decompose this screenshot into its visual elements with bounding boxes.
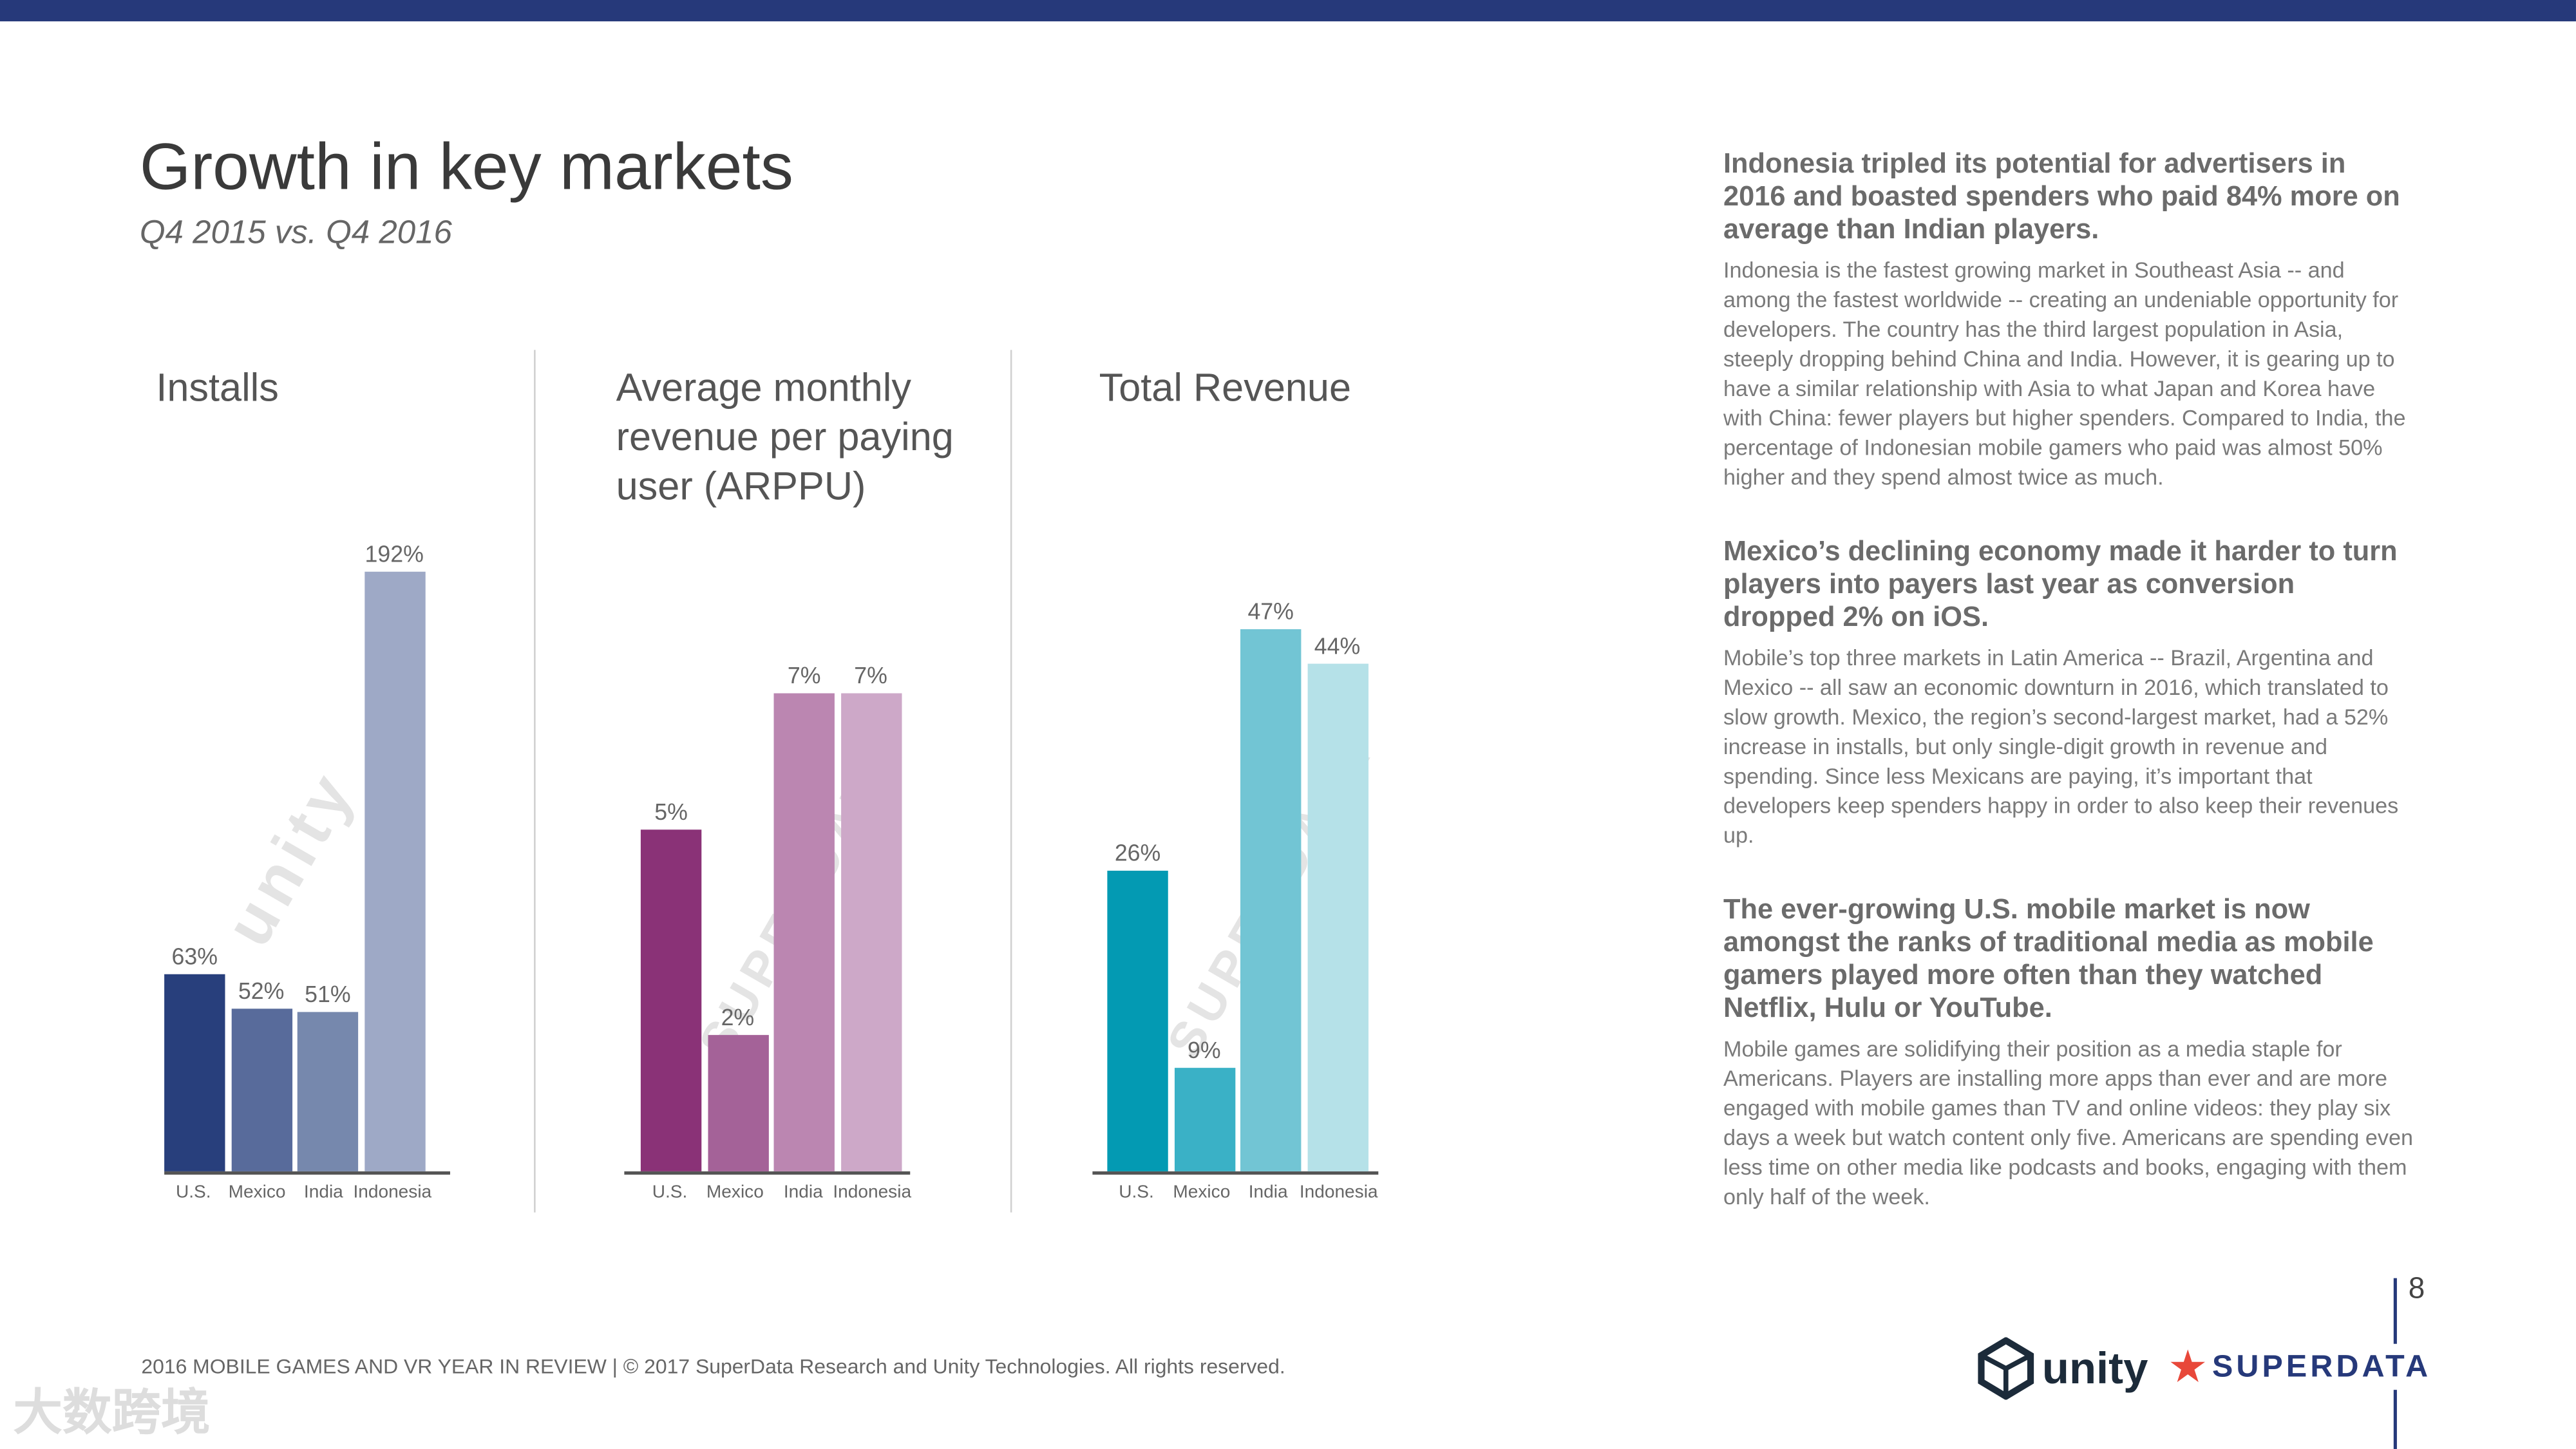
bar-us [1107, 871, 1168, 1171]
data-label: 47% [1247, 598, 1294, 625]
unity-logo: unity [1976, 1337, 2148, 1400]
category-label: Mexico [228, 1182, 286, 1203]
page-line [2393, 1278, 2397, 1344]
data-label: 2% [721, 1003, 755, 1030]
section-heading: Mexico’s declining economy made it harde… [1723, 535, 2398, 633]
page-line [2393, 1390, 2397, 1449]
category-label: Indonesia [833, 1182, 912, 1203]
superdata-logo-text: SUPERDATA [2211, 1349, 2432, 1385]
page-title: Growth in key markets [139, 131, 793, 204]
divider [1010, 350, 1012, 1213]
star-icon: ★ [2170, 1345, 2209, 1390]
category-label: U.S. [652, 1182, 688, 1203]
corner-watermark: 大数跨境 [13, 1387, 211, 1441]
bar-indonesia [840, 693, 902, 1171]
x-axis-line [624, 1171, 911, 1175]
data-label: 5% [654, 799, 688, 825]
chart-title: Installs [156, 366, 279, 411]
commentary: Indonesia tripled its potential for adve… [1723, 148, 2413, 1255]
bar-us [164, 974, 225, 1171]
data-label: 63% [171, 943, 218, 970]
data-label: 26% [1114, 840, 1161, 867]
category-label: Indonesia [353, 1182, 432, 1203]
bar-india [1240, 629, 1302, 1171]
chart-title: Total Revenue [1099, 366, 1352, 411]
bar-india [773, 693, 835, 1171]
divider [534, 350, 536, 1213]
data-label: 7% [787, 662, 821, 688]
category-label: India [1248, 1182, 1288, 1203]
section-body: Mobile’s top three markets in Latin Amer… [1723, 645, 2399, 848]
data-label: 51% [305, 981, 351, 1007]
bar-mexico [1173, 1067, 1235, 1171]
total-revenue-chart: Total Revenue 26% U.S. 9% Mexico 47% India 44%… [1092, 365, 1526, 1219]
unity-cube-icon [1978, 1337, 2034, 1400]
footer-text: 2016 MOBILE GAMES AND VR YEAR IN REVIEW … [141, 1355, 1285, 1379]
bar-indonesia [1307, 663, 1368, 1171]
section-heading: Indonesia tripled its potential for adve… [1723, 147, 2400, 245]
data-label: 7% [854, 662, 887, 688]
bar-indonesia [364, 571, 425, 1171]
x-axis-line [164, 1171, 450, 1175]
bar-india [297, 1012, 359, 1171]
superdata-logo: ★ SUPERDATA [2170, 1344, 2431, 1392]
arppu-chart: Average monthly revenue per paying user … [616, 365, 1043, 1219]
page-number: 8 [2408, 1271, 2425, 1305]
bar-mexico [707, 1034, 768, 1171]
x-axis-line [1092, 1171, 1379, 1175]
bar-mexico [231, 1009, 292, 1171]
installs-chart: Installs 63% U.S. 52% Mexico 51% India 192% Ind… [156, 365, 583, 1219]
data-label: 52% [238, 978, 285, 1005]
bar-us [640, 829, 702, 1171]
chart-title: Average monthly revenue per paying user … [616, 366, 954, 509]
data-label: 9% [1188, 1036, 1221, 1063]
category-label: U.S. [1119, 1182, 1154, 1203]
page-subtitle: Q4 2015 vs. Q4 2016 [139, 215, 452, 252]
data-label: 192% [365, 540, 424, 567]
category-label: Indonesia [1299, 1182, 1378, 1203]
category-label: Mexico [706, 1182, 764, 1203]
category-label: U.S. [175, 1182, 211, 1203]
category-label: Mexico [1173, 1182, 1231, 1203]
category-label: India [783, 1182, 823, 1203]
data-label: 44% [1314, 632, 1361, 659]
category-label: India [303, 1182, 343, 1203]
section-body: Indonesia is the fastest growing market … [1723, 258, 2406, 490]
top-bar [0, 0, 2576, 22]
unity-logo-text: unity [2041, 1343, 2148, 1392]
section-heading: The ever-growing U.S. mobile market is n… [1723, 893, 2374, 1024]
section-body: Mobile games are solidifying their posit… [1723, 1036, 2413, 1209]
